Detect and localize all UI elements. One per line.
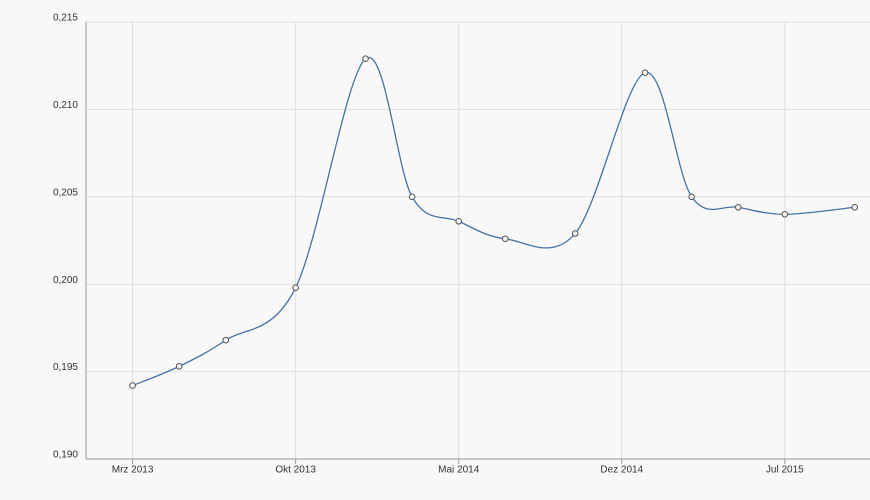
data-point [222,336,230,344]
data-point [688,193,695,201]
y-tick-label: 0,215 [53,13,78,24]
data-point [455,217,463,225]
data-point [851,203,859,211]
data-point [175,363,183,370]
data-point [641,69,649,76]
y-tick-label: 0,190 [53,450,78,461]
series-line [132,56,855,387]
data-point [734,203,742,211]
x-tick-label: Jul 2015 [766,465,804,476]
data-point [129,382,136,389]
x-tick-label: Dez 2014 [600,465,643,476]
y-tick-label: 0,210 [53,100,78,111]
data-point [408,193,416,201]
y-tick-label: 0,205 [53,187,78,198]
data-point [501,235,509,243]
x-tick-label: Mai 2014 [438,465,480,476]
y-tick-label: 0,200 [53,275,78,286]
x-tick-label: Okt 2013 [275,465,316,476]
data-point [571,230,579,237]
x-tick-label: Mrz 2013 [112,465,154,476]
data-point [781,210,789,218]
data-point [292,284,299,291]
y-tick-label: 0,195 [53,362,78,373]
data-point [362,55,369,63]
